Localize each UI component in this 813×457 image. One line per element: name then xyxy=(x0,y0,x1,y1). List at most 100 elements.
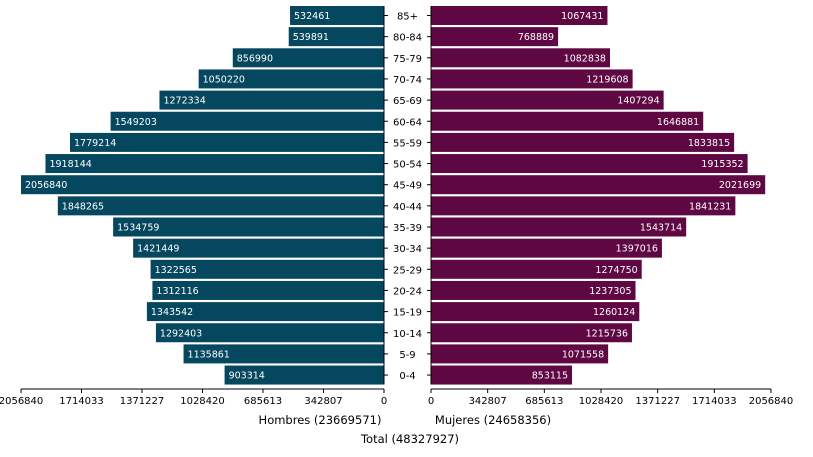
age-label-25-29: 25-29 xyxy=(393,265,422,276)
right-tick-label: 0 xyxy=(428,396,434,407)
bar-mujeres-30-34 xyxy=(431,238,662,258)
bar-hombres-35-39 xyxy=(113,217,385,237)
value-label-mujeres-75-79: 1082838 xyxy=(564,53,606,64)
value-label-mujeres-70-74: 1219608 xyxy=(586,74,628,85)
bar-hombres-75-79 xyxy=(232,48,384,68)
age-label-55-59: 55-59 xyxy=(393,138,422,149)
right-axis-title: Mujeres (24658356) xyxy=(435,413,551,427)
value-label-mujeres-15-19: 1260124 xyxy=(593,307,635,318)
bar-hombres-40-44 xyxy=(57,196,385,216)
bar-mujeres-75-79 xyxy=(431,48,610,68)
bar-hombres-60-64 xyxy=(110,111,384,131)
bar-hombres-30-34 xyxy=(133,238,384,258)
left-tick-label: 1371227 xyxy=(120,396,165,407)
bar-mujeres-5-9 xyxy=(431,344,609,364)
left-tick-label: 342807 xyxy=(304,396,342,407)
bar-hombres-5-9 xyxy=(183,344,384,364)
value-label-hombres-80-84: 539891 xyxy=(293,32,329,43)
bar-hombres-20-24 xyxy=(152,280,384,300)
bar-hombres-25-29 xyxy=(150,259,384,279)
age-label-30-34: 30-34 xyxy=(393,244,422,255)
right-tick-label: 1714033 xyxy=(692,396,737,407)
age-label-60-64: 60-64 xyxy=(393,117,422,128)
value-label-hombres-25-29: 1322565 xyxy=(155,265,197,276)
bar-mujeres-10-14 xyxy=(431,323,632,343)
bar-hombres-15-19 xyxy=(146,302,384,322)
value-label-mujeres-55-59: 1833815 xyxy=(688,138,730,149)
bar-mujeres-85+ xyxy=(431,6,608,25)
bar-mujeres-55-59 xyxy=(431,132,735,152)
bar-hombres-80-84 xyxy=(288,27,384,47)
left-tick-label: 1028420 xyxy=(180,396,225,407)
value-label-hombres-35-39: 1534759 xyxy=(117,223,159,234)
value-label-hombres-60-64: 1549203 xyxy=(115,117,157,128)
bar-hombres-10-14 xyxy=(155,323,384,343)
age-labels-layer: 85+ 80-84 75-79 70-74 65-69 60-64 55-59 50-54 45… xyxy=(384,12,431,382)
bar-hombres-55-59 xyxy=(69,132,384,152)
value-label-mujeres-5-9: 1071558 xyxy=(562,349,604,360)
bar-hombres-0-4 xyxy=(224,365,384,385)
age-label-65-69: 65-69 xyxy=(393,96,422,107)
right-tick-label: 342807 xyxy=(469,396,507,407)
value-label-hombres-65-69: 1272334 xyxy=(163,96,205,107)
bar-hombres-45-49 xyxy=(21,175,384,195)
value-label-hombres-0-4: 903314 xyxy=(229,371,265,382)
value-label-mujeres-20-24: 1237305 xyxy=(589,286,631,297)
right-tick-label: 2056840 xyxy=(749,396,794,407)
value-label-hombres-75-79: 856990 xyxy=(237,53,273,64)
axes-layer: 2056840 1714033 1371227 1028420 685613 342807… xyxy=(0,6,793,407)
bars-layer: 532461 1067431 539891 768889 856990 1082838 10… xyxy=(21,6,766,385)
value-label-mujeres-50-54: 1915352 xyxy=(701,159,743,170)
bar-mujeres-80-84 xyxy=(431,27,559,47)
right-tick-label: 685613 xyxy=(525,396,563,407)
age-label-80-84: 80-84 xyxy=(393,33,422,44)
age-label-70-74: 70-74 xyxy=(393,75,422,86)
bar-mujeres-45-49 xyxy=(431,175,766,195)
value-label-mujeres-0-4: 853115 xyxy=(532,371,568,382)
bar-mujeres-50-54 xyxy=(431,154,748,174)
age-label-85+: 85+ xyxy=(397,12,418,23)
left-tick-label: 1714033 xyxy=(59,396,104,407)
bar-hombres-70-74 xyxy=(198,69,384,89)
bar-hombres-85+ xyxy=(290,6,384,25)
age-label-5-9: 5-9 xyxy=(399,350,415,361)
age-label-50-54: 50-54 xyxy=(393,160,422,171)
value-label-hombres-30-34: 1421449 xyxy=(137,244,179,255)
bar-mujeres-40-44 xyxy=(431,196,736,216)
age-label-20-24: 20-24 xyxy=(393,286,422,297)
value-label-hombres-85+: 532461 xyxy=(294,11,330,22)
bar-mujeres-65-69 xyxy=(431,90,664,110)
bar-mujeres-0-4 xyxy=(431,365,573,385)
total-label: Total (48327927) xyxy=(360,432,459,446)
value-label-mujeres-80-84: 768889 xyxy=(518,32,554,43)
bar-mujeres-60-64 xyxy=(431,111,704,131)
value-label-hombres-15-19: 1343542 xyxy=(151,307,193,318)
value-label-hombres-5-9: 1135861 xyxy=(188,349,230,360)
value-label-mujeres-30-34: 1397016 xyxy=(616,244,658,255)
left-axis-title: Hombres (23669571) xyxy=(259,413,382,427)
value-label-mujeres-85+: 1067431 xyxy=(561,11,603,22)
left-tick-label: 2056840 xyxy=(0,396,43,407)
value-label-mujeres-65-69: 1407294 xyxy=(617,96,659,107)
right-tick-label: 1371227 xyxy=(635,396,680,407)
age-label-40-44: 40-44 xyxy=(393,202,422,213)
value-label-mujeres-10-14: 1215736 xyxy=(586,328,628,339)
bar-mujeres-15-19 xyxy=(431,302,640,322)
value-label-hombres-70-74: 1050220 xyxy=(203,74,245,85)
value-label-hombres-10-14: 1292403 xyxy=(160,328,202,339)
value-label-mujeres-60-64: 1646881 xyxy=(657,117,699,128)
value-label-hombres-50-54: 1918144 xyxy=(49,159,91,170)
age-label-0-4: 0-4 xyxy=(399,371,415,382)
value-label-hombres-20-24: 1312116 xyxy=(156,286,198,297)
value-label-mujeres-35-39: 1543714 xyxy=(640,223,682,234)
left-tick-label: 0 xyxy=(381,396,387,407)
bar-hombres-65-69 xyxy=(159,90,384,110)
age-label-75-79: 75-79 xyxy=(393,54,422,65)
age-label-45-49: 45-49 xyxy=(393,181,422,192)
bar-mujeres-20-24 xyxy=(431,280,636,300)
left-tick-label: 685613 xyxy=(244,396,282,407)
right-tick-label: 1028420 xyxy=(579,396,624,407)
value-label-hombres-40-44: 1848265 xyxy=(62,201,104,212)
value-label-mujeres-40-44: 1841231 xyxy=(689,201,731,212)
